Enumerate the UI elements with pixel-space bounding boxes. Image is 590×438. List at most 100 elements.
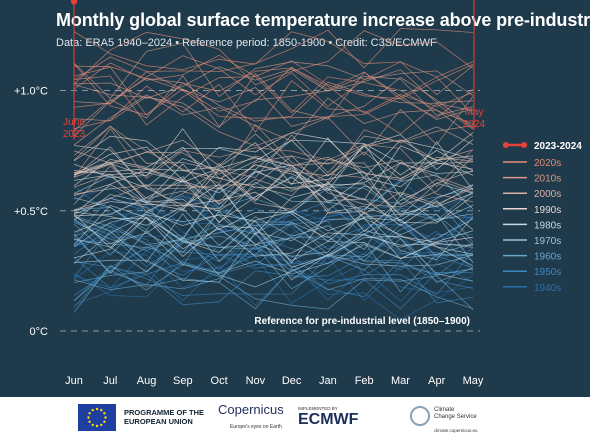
c3s-url: climate.copernicus.eu — [434, 428, 478, 433]
decade-year-line — [73, 42, 474, 100]
legend-label-2010s: 2010s — [534, 174, 561, 185]
decade-year-line — [73, 220, 474, 277]
decade-year-line — [73, 71, 474, 129]
decade-year-line — [73, 267, 474, 310]
decade-year-line — [73, 94, 474, 146]
ecmwf-logo: ECMWF — [298, 411, 359, 428]
x-tick-label: Nov — [246, 375, 266, 387]
decade-year-line — [73, 188, 474, 246]
decade-year-line — [73, 195, 474, 251]
decade-year-line — [73, 31, 474, 78]
legend-marker-2023-2024 — [503, 142, 509, 148]
x-tick-label: Oct — [211, 375, 228, 387]
y-tick-label: +1.0°C — [14, 86, 48, 98]
eu-star — [88, 412, 91, 415]
decade-year-line — [73, 65, 474, 119]
y-tick-label: 0°C — [30, 326, 49, 338]
eu-text-line-1: PROGRAMME OF THE — [124, 408, 204, 417]
decade-year-line — [73, 155, 474, 208]
decade-year-line — [73, 211, 474, 261]
decade-year-line — [73, 161, 474, 217]
eu-star — [87, 416, 90, 419]
decade-year-line — [73, 54, 474, 100]
decade-year-line — [73, 230, 474, 283]
decade-year-line — [73, 123, 474, 184]
c3s-text-line-1: Climate — [434, 407, 455, 413]
x-tick-label: Aug — [137, 375, 157, 387]
eu-stars-icon — [87, 407, 107, 428]
decade-year-line — [73, 30, 474, 86]
x-tick-label: May — [463, 375, 484, 387]
legend-label-2000s: 2000s — [534, 189, 561, 200]
decade-year-line — [73, 265, 474, 321]
eu-star — [88, 420, 91, 423]
eu-flag-logo — [78, 404, 116, 431]
legend-label-1990s: 1990s — [534, 205, 561, 216]
decade-year-line — [73, 63, 474, 119]
decade-year-line — [73, 195, 474, 237]
decade-year-line — [73, 28, 474, 81]
temperature-chart: 0°C+0.5°C+1.0°C+1.5°C+2.0°CJunJulAugSepO… — [14, 0, 582, 387]
eu-star — [91, 408, 94, 412]
decade-year-line — [73, 205, 474, 264]
decade-year-line — [73, 178, 474, 232]
legend-label-2020s: 2020s — [534, 158, 561, 169]
decade-year-line — [73, 80, 474, 135]
decade-year-line — [73, 182, 474, 235]
legend-marker-2023-2024 — [521, 142, 527, 148]
decade-year-line — [73, 177, 474, 230]
decade-year-line — [73, 162, 474, 214]
decade-year-line — [73, 210, 474, 262]
implemented-by-label: IMPLEMENTED BY — [298, 406, 338, 411]
decade-year-line — [73, 263, 474, 313]
y-tick-label: +0.5°C — [14, 206, 48, 218]
x-tick-label: Jul — [103, 375, 117, 387]
eu-star — [104, 416, 107, 419]
eu-programme-text: PROGRAMME OF THE EUROPEAN UNION — [124, 408, 204, 426]
decade-year-line — [73, 145, 474, 201]
x-tick-label: Dec — [282, 375, 302, 387]
decade-year-line — [73, 216, 474, 259]
series-line-2023-2024 — [73, 0, 78, 3]
decade-year-line — [73, 236, 474, 288]
decade-year-line — [73, 96, 474, 156]
decade-year-line — [73, 221, 474, 276]
decade-year-line — [73, 125, 474, 179]
decade-year-line — [73, 232, 474, 286]
decade-year-line — [73, 191, 474, 243]
eu-star — [103, 420, 106, 423]
chart-area: 0°C+0.5°C+1.0°C+1.5°C+2.0°CJunJulAugSepO… — [14, 0, 582, 387]
decade-year-line — [73, 168, 474, 215]
decade-year-line — [73, 137, 474, 186]
decade-year-line — [73, 199, 474, 259]
x-tick-label: Sep — [173, 375, 193, 387]
decade-year-line — [73, 186, 474, 242]
legend-label-1970s: 1970s — [534, 236, 561, 247]
decade-year-line — [73, 181, 474, 230]
eu-star — [100, 423, 103, 427]
chart-title: Monthly global surface temperature incre… — [56, 10, 590, 30]
eu-star — [95, 424, 99, 428]
copernicus-logo: Copernicus — [218, 402, 284, 417]
legend-label-1960s: 1960s — [534, 252, 561, 263]
x-tick-label: Jun — [65, 375, 83, 387]
x-tick-label: Apr — [428, 375, 445, 387]
eu-star — [103, 412, 106, 415]
decade-year-line — [73, 268, 474, 310]
c3s-text-line-2: Change Service — [434, 414, 477, 420]
decade-year-line — [73, 254, 474, 304]
eu-text-line-2: EUROPEAN UNION — [124, 417, 193, 426]
decade-year-line — [73, 213, 474, 263]
legend-label-1940s: 1940s — [534, 283, 561, 294]
copernicus-tagline: Europe's eyes on Earth — [230, 424, 282, 430]
c3s-icon — [410, 406, 430, 426]
eu-star — [95, 407, 99, 411]
decade-year-line — [73, 139, 474, 198]
decade-year-line — [73, 75, 474, 131]
x-tick-label: Feb — [355, 375, 374, 387]
decade-year-line — [73, 233, 474, 271]
legend-label-2023-2024: 2023-2024 — [534, 141, 582, 152]
reference-level-label: Reference for pre-industrial level (1850… — [254, 316, 470, 327]
decade-year-line — [73, 71, 474, 129]
decade-year-line — [73, 217, 474, 268]
